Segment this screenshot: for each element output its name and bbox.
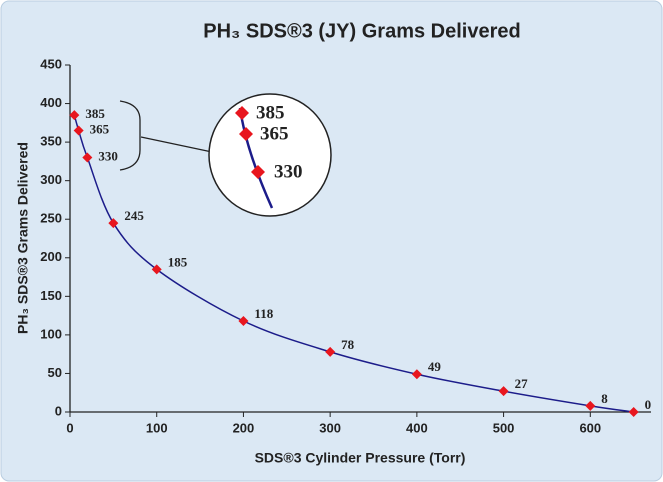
point [82, 152, 93, 163]
inset-label: 385 [256, 102, 285, 123]
y-tick-label: 300 [40, 172, 62, 187]
y-tick-label: 400 [40, 95, 62, 110]
y-tick-label: 450 [40, 56, 62, 71]
x-tick-label: 200 [233, 420, 255, 435]
leader-line [140, 136, 213, 153]
point [585, 400, 596, 411]
data-label: 245 [124, 208, 144, 223]
data-label: 365 [90, 122, 110, 137]
data-label: 185 [168, 254, 188, 269]
data-label: 118 [254, 306, 273, 321]
y-tick-label: 200 [40, 249, 62, 264]
point [628, 407, 639, 417]
x-tick-label: 0 [66, 420, 73, 435]
bracket [119, 100, 141, 171]
y-tick-label: 50 [48, 365, 62, 380]
y-tick-label: 100 [40, 326, 62, 341]
data-label: 385 [85, 106, 105, 121]
x-tick-label: 400 [406, 420, 428, 435]
data-label: 8 [601, 391, 608, 406]
y-tick-label: 0 [55, 403, 62, 418]
x-tick-label: 600 [579, 420, 601, 435]
data-label: 49 [428, 359, 442, 374]
data-label: 78 [341, 337, 355, 352]
y-axis-label: PH₃ SDS®3 Grams Delivered [15, 142, 31, 334]
point [411, 369, 422, 380]
point [73, 125, 84, 136]
point [498, 386, 509, 397]
inset-point [251, 165, 265, 179]
y-tick-label: 350 [40, 134, 62, 149]
point [69, 110, 80, 121]
point [108, 218, 119, 229]
inset-label: 330 [274, 161, 303, 182]
x-tick-label: 500 [493, 420, 515, 435]
data-label: 27 [515, 376, 529, 391]
zoom-inset [208, 93, 332, 217]
inset-label: 365 [260, 123, 289, 144]
y-tick-label: 150 [40, 288, 62, 303]
point [151, 264, 162, 275]
x-tick-label: 100 [146, 420, 168, 435]
data-label: 0 [645, 397, 652, 412]
inset-point [235, 106, 249, 120]
y-tick-label: 250 [40, 211, 62, 226]
x-axis-label: SDS®3 Cylinder Pressure (Torr) [255, 450, 466, 466]
point [325, 346, 336, 357]
data-label: 330 [98, 149, 118, 164]
x-tick-label: 300 [319, 420, 341, 435]
chart-title: PH₃ SDS®3 (JY) Grams Delivered [203, 20, 520, 42]
point [238, 316, 249, 327]
inset-point [239, 127, 253, 141]
